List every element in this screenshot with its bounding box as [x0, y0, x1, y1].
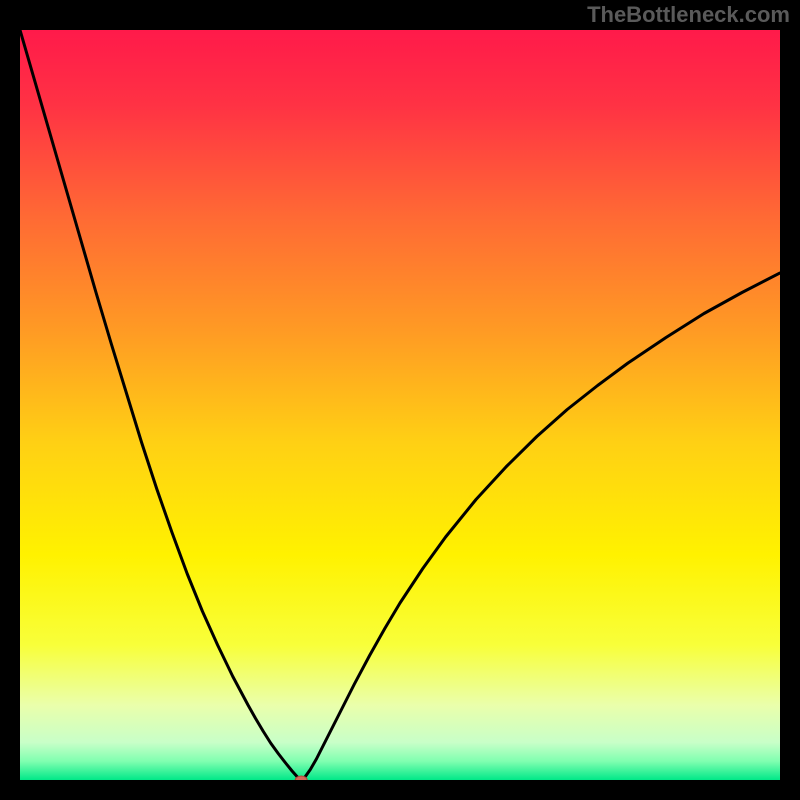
plot-area [20, 30, 780, 780]
border-bottom [0, 780, 800, 800]
border-left [0, 0, 20, 800]
optimum-marker [295, 776, 307, 780]
watermark-text: TheBottleneck.com [587, 2, 790, 28]
border-right [780, 0, 800, 800]
chart-frame: TheBottleneck.com [0, 0, 800, 800]
plot-svg [20, 30, 780, 780]
gradient-background [20, 30, 780, 780]
